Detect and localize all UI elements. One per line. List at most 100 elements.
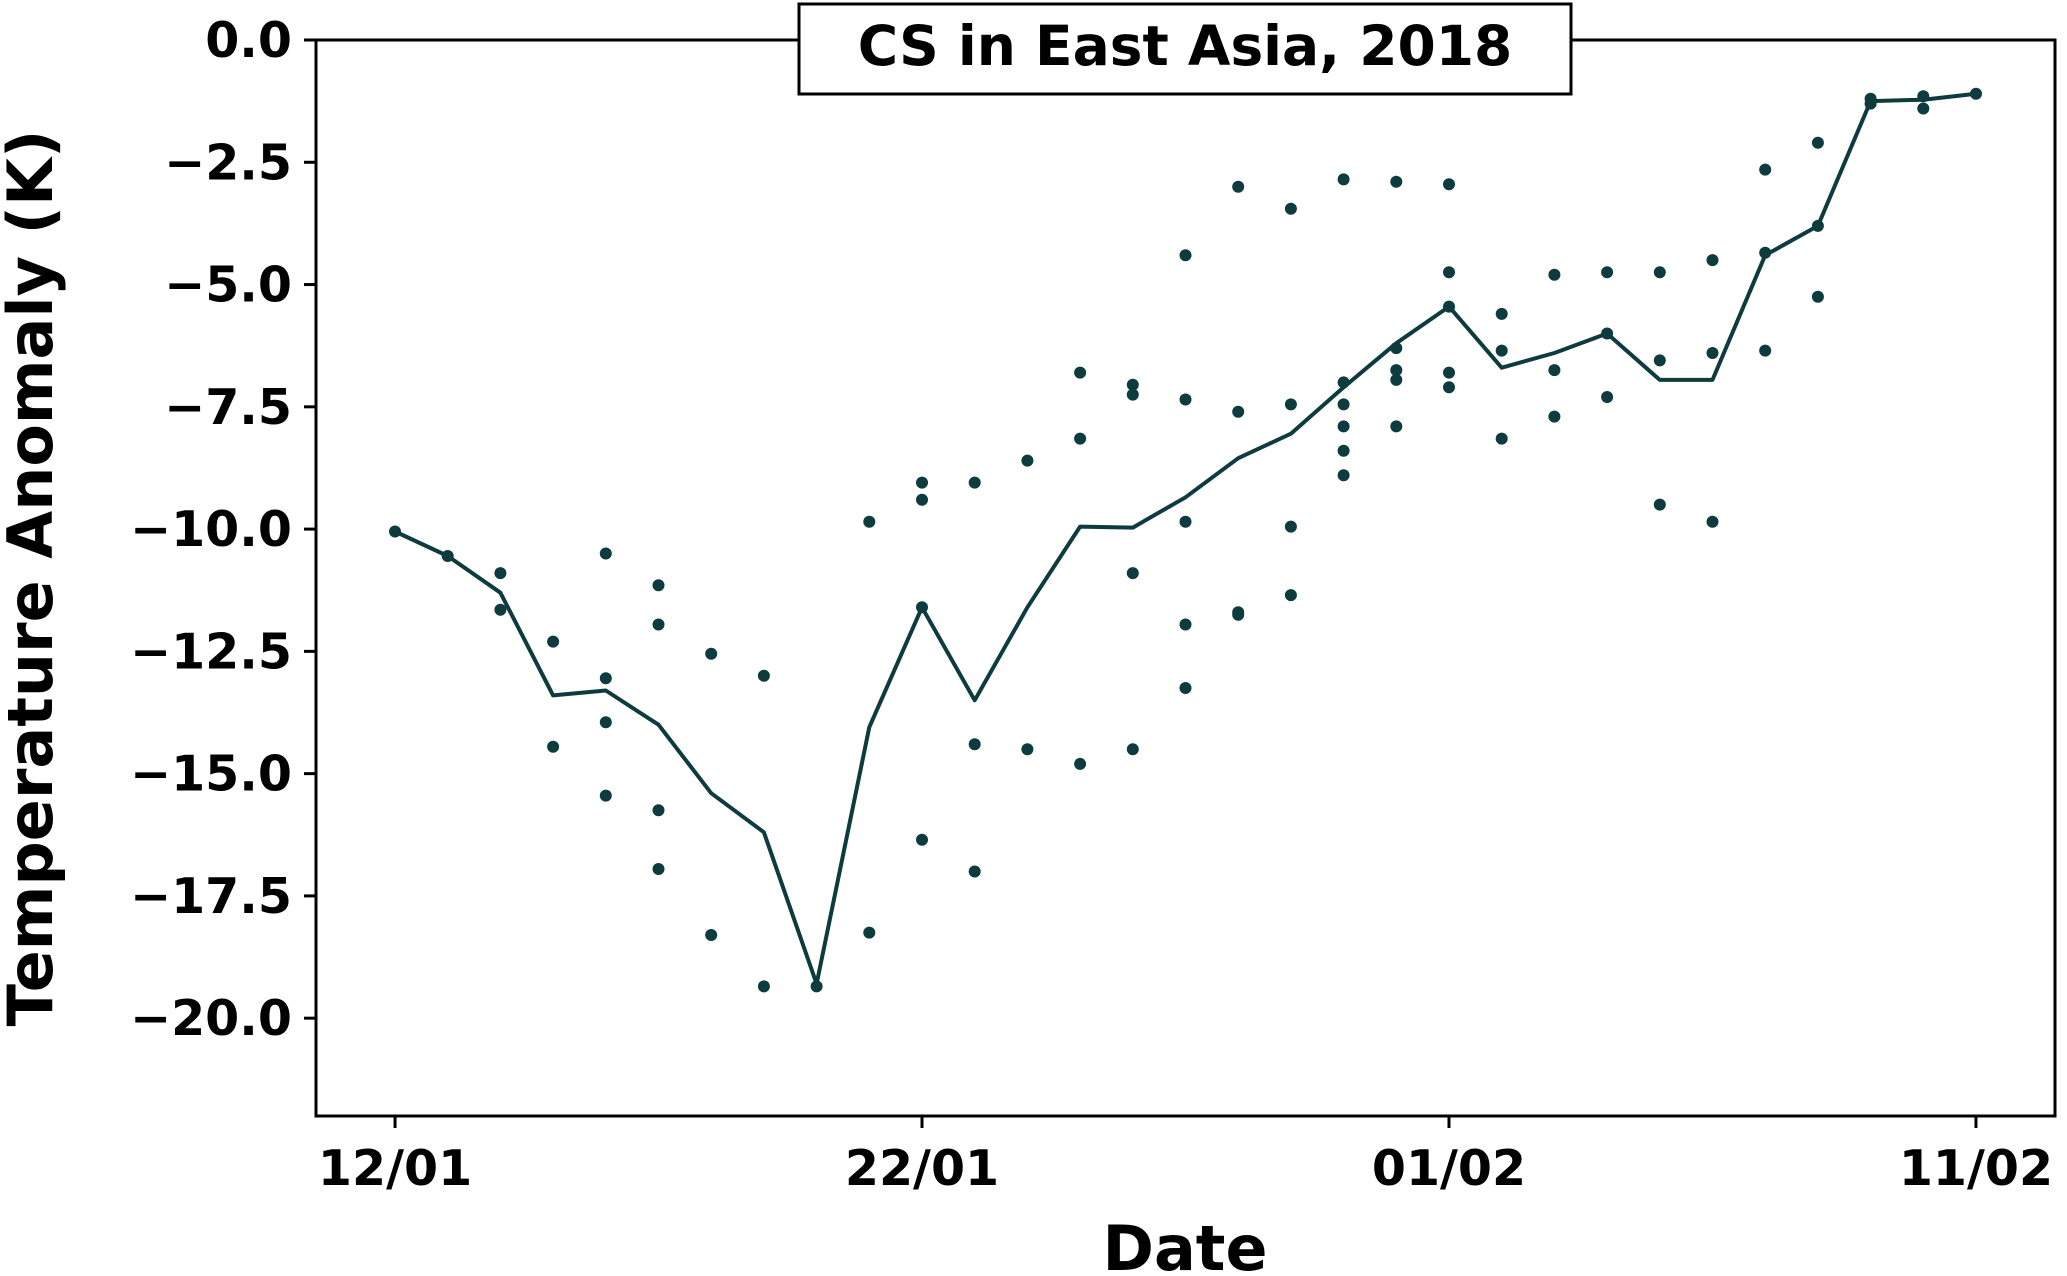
scatter-point — [1495, 307, 1508, 320]
x-tick-label: 01/02 — [1372, 1140, 1526, 1197]
y-tick-label: −17.5 — [130, 868, 292, 925]
mean-anomaly-line — [394, 91, 1977, 986]
scatter-point — [1759, 246, 1772, 259]
series-layer — [389, 87, 1982, 993]
scatter-point — [968, 865, 981, 878]
scatter-point — [1443, 366, 1455, 379]
scatter-point — [494, 567, 507, 580]
scatter-point — [1864, 97, 1877, 110]
scatter-point — [652, 804, 665, 817]
scatter-point — [863, 926, 876, 939]
scatter-point — [389, 525, 401, 538]
y-tick-label: −10.0 — [130, 501, 292, 558]
scatter-point — [1074, 757, 1087, 770]
scatter-point — [1443, 178, 1455, 191]
scatter-point — [1706, 254, 1719, 267]
y-tick-label: 0.0 — [205, 12, 292, 69]
scatter-point — [1232, 608, 1245, 621]
scatter-point — [1653, 266, 1666, 279]
y-tick-label: −2.5 — [164, 134, 292, 191]
scatter-point — [916, 601, 928, 614]
scatter-point — [1495, 344, 1508, 357]
scatter-point — [1917, 90, 1930, 103]
scatter-point — [1126, 378, 1139, 391]
scatter-point — [1179, 682, 1192, 694]
scatter-point — [1021, 454, 1034, 467]
scatter-point — [1811, 290, 1824, 303]
scatter-point — [441, 550, 454, 562]
scatter-point — [1653, 354, 1666, 367]
scatter-point — [1126, 743, 1139, 756]
scatter-point — [599, 716, 612, 729]
scatter-point — [1601, 266, 1614, 279]
y-tick-label: −15.0 — [130, 746, 292, 803]
y-tick-label: −5.0 — [164, 257, 292, 314]
scatter-point — [916, 493, 928, 506]
scatter-point — [1917, 102, 1930, 115]
scatter-point — [968, 476, 981, 489]
scatter-point — [916, 833, 928, 846]
scatter-point — [1390, 342, 1403, 355]
scatter-point — [1232, 180, 1245, 193]
scatter-point — [757, 980, 770, 993]
scatter-point — [1601, 327, 1614, 340]
scatter-point — [1284, 398, 1297, 411]
scatter-point — [1495, 432, 1508, 445]
scatter-point — [1179, 249, 1192, 262]
x-axis-ticks: 12/01 22/01 01/02 11/02 — [318, 1116, 2053, 1197]
scatter-point — [1337, 398, 1350, 411]
scatter-point — [705, 647, 718, 660]
scatter-point — [1601, 391, 1614, 403]
scatter-point — [1337, 173, 1350, 186]
scatter-point — [494, 603, 507, 616]
scatter-point — [652, 618, 665, 631]
scatter-point — [1759, 163, 1772, 176]
scatter-point — [547, 635, 560, 648]
x-tick-label: 22/01 — [845, 1140, 999, 1197]
scatter-point — [1284, 520, 1297, 533]
scatter-point — [705, 929, 718, 941]
scatter-point — [599, 547, 612, 560]
scatter-point — [1337, 469, 1350, 482]
scatter-point — [1390, 420, 1403, 433]
scatter-point — [1179, 515, 1192, 528]
scatter-point — [810, 980, 823, 993]
scatter-point — [547, 740, 560, 753]
scatter-point — [863, 515, 876, 528]
scatter-point — [1390, 364, 1403, 377]
scatter-point — [1232, 405, 1245, 418]
scatter-point — [1337, 444, 1350, 457]
scatter-point — [599, 789, 612, 802]
scatter-point — [1284, 589, 1297, 602]
y-tick-label: −20.0 — [130, 990, 292, 1047]
scatter-point — [1443, 266, 1455, 279]
scatter-point — [1074, 432, 1087, 445]
scatter-point — [1179, 618, 1192, 631]
scatter-point — [757, 669, 770, 682]
scatter-point — [1811, 136, 1824, 149]
x-axis-label: Date — [1103, 1212, 1268, 1276]
scatter-point — [1390, 373, 1403, 386]
scatter-point — [599, 672, 612, 685]
scatter-point — [1811, 219, 1824, 232]
scatter-point — [1390, 175, 1403, 188]
scatter-point — [1021, 743, 1034, 756]
y-axis-ticks: 0.0 −2.5 −5.0 −7.5 −10.0 −12.5 −15.0 −17.5 −20.0 — [130, 12, 316, 1047]
scatter-point — [1548, 364, 1561, 377]
scatter-point — [1284, 202, 1297, 215]
scatter-point — [1548, 268, 1561, 281]
scatter-point — [1179, 393, 1192, 406]
scatter-point — [968, 738, 981, 751]
scatter-point — [1759, 344, 1772, 357]
scatter-point — [1126, 567, 1139, 580]
plot-area — [314, 38, 2057, 1118]
y-tick-label: −7.5 — [164, 379, 292, 436]
scatter-point — [916, 476, 928, 489]
scatter-point — [652, 579, 665, 592]
x-tick-label: 12/01 — [318, 1140, 472, 1197]
chart-title: CS in East Asia, 2018 — [858, 14, 1513, 78]
scatter-point — [1653, 498, 1666, 511]
scatter-point — [1337, 420, 1350, 433]
scatter-point — [1970, 87, 1982, 100]
